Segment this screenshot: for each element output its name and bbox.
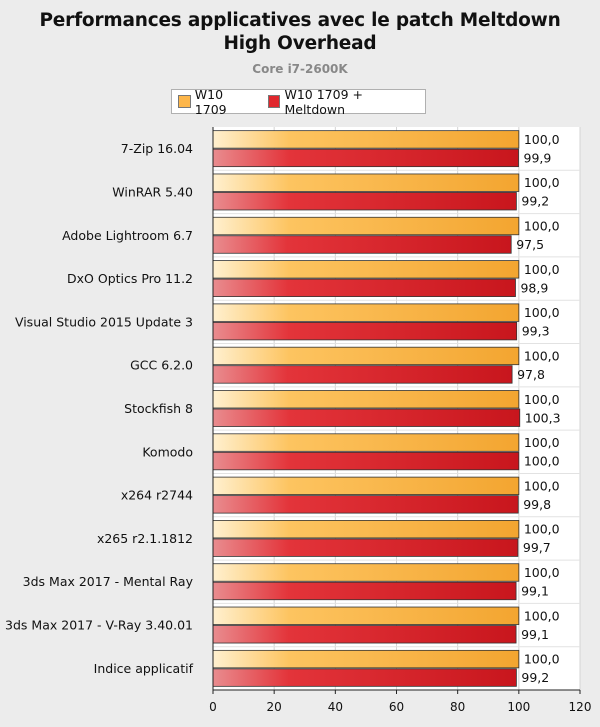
bar-series-1 [212,260,520,279]
data-label-series-2: 99,1 [521,583,549,598]
data-label-series-2: 99,7 [523,540,551,555]
data-label-series-1: 100,0 [524,219,560,234]
bar-series-2 [212,668,517,687]
category-label: x265 r2.1.1812 [97,531,193,546]
data-label-series-2: 99,9 [524,150,552,165]
bar-series-1 [212,390,520,409]
x-tick-label: 100 [507,700,530,714]
bar-series-2 [212,192,517,211]
bar-series-2 [212,581,517,601]
data-label-series-1: 100,0 [524,305,560,320]
category-label: Visual Studio 2015 Update 3 [15,314,193,329]
category-label: WinRAR 5.40 [112,184,193,199]
x-tick-label: 20 [267,700,282,714]
bar-series-2 [212,625,517,644]
chart-subtitle: Core i7-2600K [252,62,348,76]
category-label: GCC 6.2.0 [130,358,193,373]
x-tick-label: 80 [450,700,465,714]
category-label: Stockfish 8 [124,401,193,416]
data-label-series-2: 98,9 [520,280,548,295]
bar-series-2 [212,495,519,514]
data-label-series-1: 100,0 [524,608,560,623]
category-label: 7-Zip 16.04 [121,141,193,156]
legend-label-series-2: W10 1709 + Meltdown [284,86,363,117]
category-label: Komodo [142,444,193,459]
bar-series-2 [212,278,516,297]
data-label-series-2: 97,5 [516,237,544,252]
category-label: 3ds Max 2017 - V-Ray 3.40.01 [5,618,193,633]
category-label: Adobe Lightroom 6.7 [62,228,193,243]
chart-title: Performances applicatives avec le patch … [0,9,600,55]
bar-series-1 [212,476,520,496]
data-label-series-2: 99,3 [522,324,550,339]
data-label-series-1: 100,0 [524,262,560,277]
data-label-series-2: 99,1 [521,627,549,642]
category-label: Indice applicatif [94,661,194,676]
data-label-series-2: 100,3 [525,410,561,425]
bar-series-2 [212,408,521,427]
bar-series-1 [212,433,520,452]
x-tick-label: 60 [389,700,404,714]
bar-series-1 [212,606,520,625]
bar-series-2 [212,538,519,557]
legend: W10 1709 W10 1709 + Meltdown [171,86,426,117]
bar-series-2 [212,451,520,471]
legend-item-series-2: W10 1709 + Meltdown [267,86,425,117]
data-label-series-1: 100,0 [524,348,560,363]
data-label-series-1: 100,0 [524,565,560,580]
data-label-series-1: 100,0 [524,478,560,493]
data-label-series-1: 100,0 [524,132,560,147]
bar-series-1 [212,346,520,366]
legend-swatch-series-1 [178,95,191,108]
legend-label-series-1: W10 1709 [194,86,227,117]
data-label-series-2: 97,8 [517,367,545,382]
bar-series-1 [212,303,520,322]
data-label-series-2: 99,2 [521,670,549,685]
data-label-series-1: 100,0 [524,175,560,190]
x-tick-label: 120 [569,700,592,714]
bar-series-2 [212,148,519,168]
legend-item-series-1: W10 1709 [178,87,258,117]
x-tick-label: 40 [328,700,343,714]
data-label-series-1: 100,0 [524,435,560,450]
bar-series-1 [212,130,520,149]
legend-swatch-series-2 [267,95,281,108]
bar-series-2 [212,235,512,254]
data-label-series-1: 100,0 [524,652,560,667]
data-label-series-1: 100,0 [524,392,560,407]
bar-series-1 [212,173,520,192]
bar-series-1 [212,520,520,539]
bar-series-2 [212,365,513,384]
bar-series-1 [212,649,520,669]
category-label: 3ds Max 2017 - Mental Ray [23,574,194,589]
data-label-series-2: 99,2 [521,194,549,209]
bar-series-2 [212,321,518,341]
bar-series-1 [212,563,520,582]
data-label-series-2: 99,8 [523,497,551,512]
chart-title-line-2: High Overhead [223,33,377,54]
category-label: x264 r2744 [121,488,193,503]
category-label: DxO Optics Pro 11.2 [67,271,193,286]
bar-series-1 [212,216,520,236]
chart-title-line-1: Performances applicatives avec le patch … [39,10,561,31]
x-tick-label: 0 [209,700,217,714]
data-label-series-1: 100,0 [524,522,560,537]
data-label-series-2: 100,0 [524,454,560,469]
